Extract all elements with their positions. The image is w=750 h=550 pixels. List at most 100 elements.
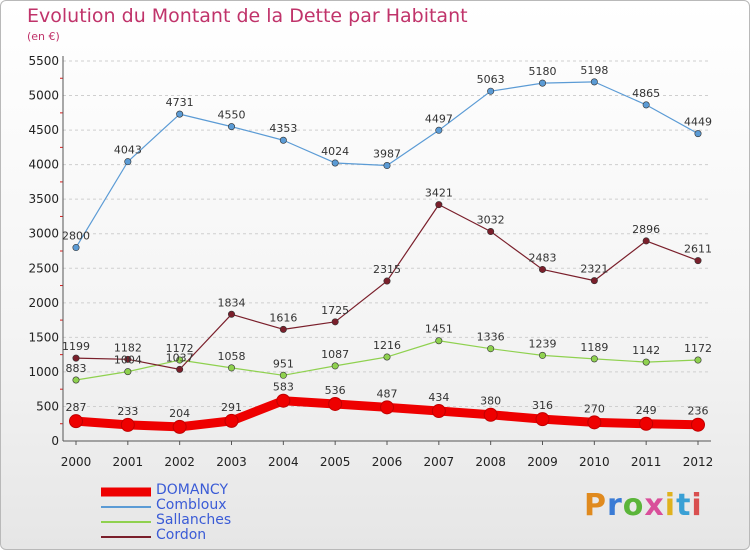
data-label: 2896 bbox=[632, 223, 660, 236]
y-tick-label: 3500 bbox=[28, 192, 59, 206]
data-point bbox=[124, 158, 132, 166]
data-label: 1336 bbox=[477, 331, 505, 344]
data-point bbox=[435, 337, 443, 345]
x-tick-label: 2009 bbox=[527, 455, 558, 469]
x-tick-label: 2002 bbox=[164, 455, 195, 469]
data-point bbox=[176, 110, 184, 118]
data-label: 883 bbox=[66, 362, 87, 375]
data-point bbox=[694, 356, 702, 364]
proxiti-logo: Proxiti bbox=[584, 488, 703, 523]
data-point bbox=[383, 353, 391, 361]
data-point bbox=[276, 393, 291, 408]
data-label: 4043 bbox=[114, 144, 142, 157]
data-point bbox=[383, 277, 391, 285]
x-tick-label: 2001 bbox=[113, 455, 144, 469]
data-point bbox=[694, 257, 702, 265]
y-tick-label: 0 bbox=[51, 434, 59, 448]
data-label: 1182 bbox=[114, 341, 142, 354]
chart-subtitle: (en €) bbox=[27, 30, 60, 43]
data-label: 4024 bbox=[321, 145, 349, 158]
y-tick-label: 5500 bbox=[28, 54, 59, 68]
data-point bbox=[487, 345, 495, 353]
data-point bbox=[124, 368, 132, 376]
data-label: 249 bbox=[636, 404, 657, 417]
data-label: 5180 bbox=[529, 65, 557, 78]
data-point bbox=[120, 417, 135, 432]
data-point bbox=[538, 351, 546, 359]
data-label: 316 bbox=[532, 399, 553, 412]
data-point bbox=[328, 396, 343, 411]
data-point bbox=[487, 228, 495, 236]
y-tick-label: 5000 bbox=[28, 89, 59, 103]
data-point bbox=[331, 362, 339, 370]
data-label: 380 bbox=[480, 395, 501, 408]
data-point bbox=[331, 159, 339, 167]
data-point bbox=[590, 355, 598, 363]
data-point bbox=[483, 407, 498, 422]
data-label: 583 bbox=[273, 381, 294, 394]
y-tick-label: 2000 bbox=[28, 296, 59, 310]
data-point bbox=[331, 318, 339, 326]
data-label: 4731 bbox=[166, 96, 194, 109]
data-label: 1239 bbox=[529, 337, 557, 350]
data-label: 1725 bbox=[321, 304, 349, 317]
data-label: 233 bbox=[117, 405, 138, 418]
data-label: 3421 bbox=[425, 187, 453, 200]
data-point bbox=[590, 277, 598, 285]
x-tick-label: 2011 bbox=[631, 455, 662, 469]
data-point bbox=[279, 371, 287, 379]
data-label: 291 bbox=[221, 401, 242, 414]
x-tick-label: 2010 bbox=[579, 455, 610, 469]
data-label: 434 bbox=[428, 391, 449, 404]
y-tick-label: 1000 bbox=[28, 365, 59, 379]
y-tick-label: 3000 bbox=[28, 227, 59, 241]
legend-label: Combloux bbox=[156, 497, 227, 513]
x-tick-label: 2008 bbox=[475, 455, 506, 469]
data-point bbox=[176, 365, 184, 373]
y-tick-label: 500 bbox=[36, 399, 59, 413]
data-label: 536 bbox=[325, 384, 346, 397]
y-tick-label: 4500 bbox=[28, 123, 59, 137]
data-label: 5198 bbox=[580, 64, 608, 77]
y-tick-label: 1500 bbox=[28, 330, 59, 344]
data-point bbox=[228, 364, 236, 372]
data-point bbox=[590, 78, 598, 86]
data-label: 2800 bbox=[62, 230, 90, 243]
legend-label: Cordon bbox=[156, 527, 207, 543]
data-point bbox=[172, 419, 187, 434]
data-label: 4353 bbox=[269, 122, 297, 135]
data-point bbox=[535, 412, 550, 427]
data-point bbox=[538, 265, 546, 273]
legend-label: DOMANCY bbox=[156, 482, 229, 498]
data-point bbox=[380, 400, 394, 415]
data-label: 1616 bbox=[269, 311, 297, 324]
data-label: 1087 bbox=[321, 348, 349, 361]
data-point bbox=[72, 376, 80, 384]
data-label: 3987 bbox=[373, 148, 401, 161]
data-label: 1199 bbox=[62, 340, 90, 353]
data-point bbox=[642, 358, 650, 366]
data-label: 4497 bbox=[425, 112, 453, 125]
data-point bbox=[435, 126, 443, 134]
data-label: 1834 bbox=[218, 296, 246, 309]
data-label: 5063 bbox=[477, 73, 505, 86]
data-point bbox=[279, 136, 287, 144]
data-point bbox=[639, 416, 654, 431]
data-label: 1172 bbox=[684, 342, 712, 355]
data-label: 1004 bbox=[114, 354, 142, 367]
data-label: 1037 bbox=[166, 351, 194, 364]
chart-title: Evolution du Montant de la Dette par Hab… bbox=[27, 5, 468, 27]
data-label: 1451 bbox=[425, 323, 453, 336]
data-label: 2483 bbox=[529, 251, 557, 264]
data-point bbox=[383, 162, 391, 170]
data-label: 4550 bbox=[218, 109, 246, 122]
data-label: 1058 bbox=[218, 350, 246, 363]
data-label: 2315 bbox=[373, 263, 401, 276]
data-label: 1216 bbox=[373, 339, 401, 352]
data-point bbox=[587, 415, 602, 430]
data-label: 1189 bbox=[580, 341, 608, 354]
data-label: 2611 bbox=[684, 243, 712, 256]
data-label: 4449 bbox=[684, 116, 712, 129]
